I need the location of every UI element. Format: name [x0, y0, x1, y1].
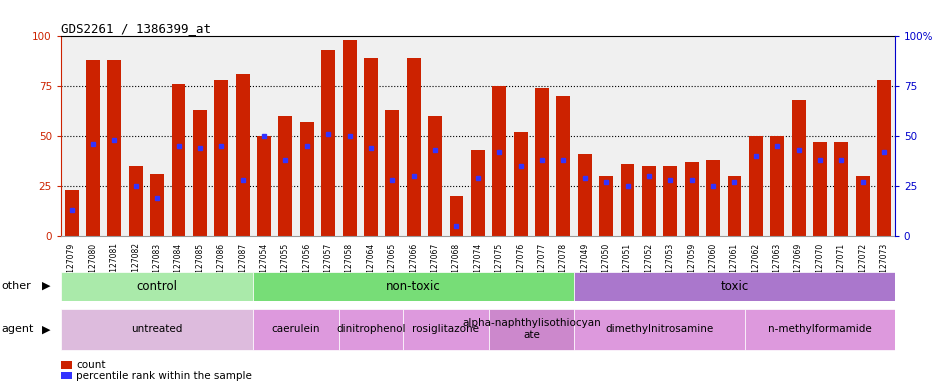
Bar: [748, 136, 762, 236]
Text: toxic: toxic: [720, 280, 748, 293]
Bar: [513, 132, 527, 236]
Text: other: other: [2, 281, 32, 291]
Bar: [876, 80, 890, 236]
Bar: [556, 96, 570, 236]
Bar: [663, 166, 677, 236]
Bar: [488, 308, 574, 350]
Bar: [684, 162, 698, 236]
Bar: [65, 190, 79, 236]
Bar: [61, 271, 253, 301]
Bar: [214, 80, 228, 236]
Text: untreated: untreated: [131, 324, 183, 334]
Bar: [599, 176, 612, 236]
Text: rosiglitazone: rosiglitazone: [412, 324, 479, 334]
Bar: [256, 136, 271, 236]
Bar: [253, 308, 339, 350]
Text: dimethylnitrosamine: dimethylnitrosamine: [605, 324, 713, 334]
Bar: [363, 58, 377, 236]
Bar: [339, 308, 402, 350]
Text: ▶: ▶: [42, 324, 51, 334]
Text: dinitrophenol: dinitrophenol: [336, 324, 405, 334]
Bar: [641, 166, 655, 236]
Bar: [726, 176, 740, 236]
Bar: [769, 136, 783, 236]
Bar: [86, 60, 100, 236]
Bar: [471, 150, 484, 236]
Bar: [61, 308, 253, 350]
Text: count: count: [76, 360, 105, 370]
Text: alpha-naphthylisothiocyan
ate: alpha-naphthylisothiocyan ate: [461, 318, 600, 340]
Text: percentile rank within the sample: percentile rank within the sample: [76, 371, 252, 381]
Bar: [108, 60, 121, 236]
Bar: [706, 160, 719, 236]
Bar: [406, 58, 420, 236]
Bar: [620, 164, 634, 236]
Bar: [150, 174, 164, 236]
Bar: [574, 271, 894, 301]
Bar: [171, 84, 185, 236]
Text: caerulein: caerulein: [271, 324, 320, 334]
Bar: [300, 122, 314, 236]
Text: n-methylformamide: n-methylformamide: [768, 324, 870, 334]
Text: non-toxic: non-toxic: [386, 280, 441, 293]
Bar: [128, 166, 142, 236]
Bar: [253, 271, 574, 301]
Bar: [534, 88, 548, 236]
Bar: [449, 196, 463, 236]
Bar: [236, 74, 249, 236]
Bar: [491, 86, 505, 236]
Bar: [574, 308, 744, 350]
Text: GDS2261 / 1386399_at: GDS2261 / 1386399_at: [61, 22, 211, 35]
Bar: [791, 100, 805, 236]
Bar: [744, 308, 894, 350]
Bar: [578, 154, 592, 236]
Text: agent: agent: [2, 324, 35, 334]
Bar: [402, 308, 488, 350]
Bar: [385, 110, 399, 236]
Bar: [321, 50, 335, 236]
Bar: [834, 142, 847, 236]
Bar: [855, 176, 869, 236]
Bar: [812, 142, 826, 236]
Text: control: control: [137, 280, 178, 293]
Text: ▶: ▶: [42, 281, 51, 291]
Bar: [428, 116, 442, 236]
Bar: [343, 40, 356, 236]
Bar: [193, 110, 207, 236]
Bar: [278, 116, 292, 236]
